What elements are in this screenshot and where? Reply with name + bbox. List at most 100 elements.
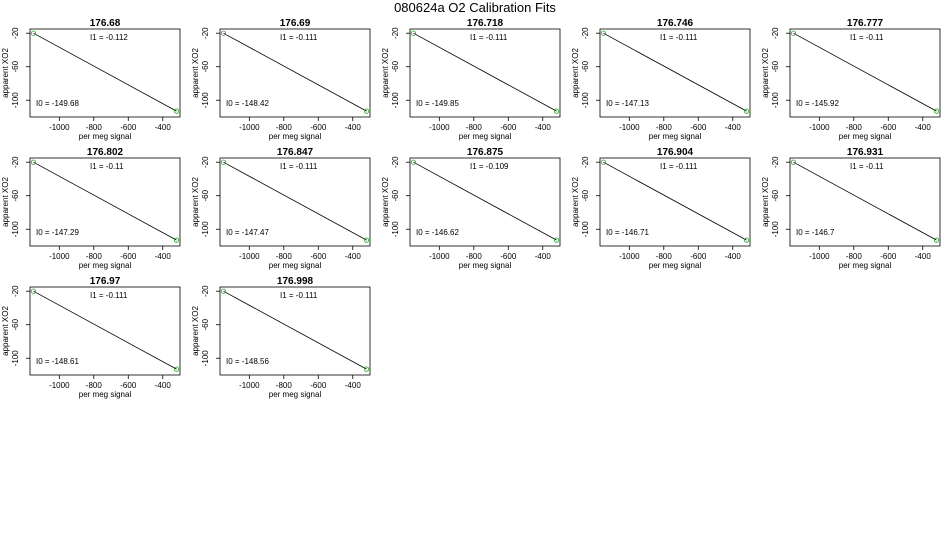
y-axis-label: apparent XO2 [1, 306, 10, 356]
fit-line [793, 161, 937, 241]
plot-frame [29, 286, 181, 376]
x-tick-label: -600 [500, 123, 517, 132]
fit-line [603, 32, 747, 112]
y-tick-label: -100 [201, 221, 210, 238]
data-point [220, 288, 227, 294]
fit-line [33, 32, 177, 112]
panel-grid: 176.68 -1000 -800 -600 -400 -20 -60 -100 per meg… [1, 18, 941, 399]
x-axis-label: per meg signal [269, 390, 322, 399]
y-tick-label: -60 [581, 189, 590, 201]
y-tick-label: -60 [201, 318, 210, 330]
plot-frame [219, 157, 371, 247]
x-tick-label: -400 [345, 252, 362, 261]
calibration-panel: 176.777 -1000 -800 -600 -400 -20 -60 -100 per me… [761, 18, 941, 141]
y-tick-label: -60 [771, 60, 780, 72]
fit-line [223, 290, 367, 370]
slope-annotation: I1 = -0.111 [660, 162, 698, 171]
x-tick-label: -1000 [239, 252, 260, 261]
intercept-annotation: I0 = -148.61 [36, 357, 79, 366]
y-axis-label: apparent XO2 [191, 306, 200, 356]
x-tick-label: -1000 [239, 381, 260, 390]
y-tick-label: -20 [11, 285, 20, 297]
y-axis-label: apparent XO2 [1, 48, 10, 98]
x-tick-label: -800 [466, 252, 483, 261]
plot-frame [409, 157, 561, 247]
fit-line [223, 161, 367, 241]
x-axis-label: per meg signal [269, 261, 322, 270]
y-axis-label: apparent XO2 [191, 48, 200, 98]
y-tick-label: -100 [391, 221, 400, 238]
calibration-panel: 176.69 -1000 -800 -600 -400 -20 -60 -100 per meg… [191, 18, 371, 141]
panel-title: 176.777 [847, 18, 884, 29]
intercept-annotation: I0 = -146.71 [606, 228, 649, 237]
intercept-annotation: I0 = -145.92 [796, 99, 839, 108]
data-point [30, 159, 37, 165]
x-tick-label: -800 [656, 123, 673, 132]
calibration-panel: 176.847 -1000 -800 -600 -400 -20 -60 -100 per me… [191, 147, 371, 270]
y-tick-label: -60 [11, 189, 20, 201]
calibration-panel: 176.931 -1000 -800 -600 -400 -20 -60 -100 per me… [761, 147, 941, 270]
x-tick-label: -1000 [429, 123, 450, 132]
plot-frame [789, 28, 941, 118]
panel-title: 176.904 [657, 147, 694, 158]
y-tick-label: -100 [581, 92, 590, 109]
x-axis-label: per meg signal [459, 132, 512, 141]
y-tick-label: -60 [201, 189, 210, 201]
x-tick-label: -1000 [429, 252, 450, 261]
intercept-annotation: I0 = -149.68 [36, 99, 79, 108]
intercept-annotation: I0 = -149.85 [416, 99, 459, 108]
slope-annotation: I1 = -0.112 [90, 33, 128, 42]
data-point [553, 237, 560, 243]
calibration-panel: 176.802 -1000 -800 -600 -400 -20 -60 -100 per me… [1, 147, 181, 270]
data-point [600, 159, 607, 165]
x-tick-label: -400 [725, 252, 742, 261]
x-axis-label: per meg signal [649, 132, 702, 141]
x-tick-label: -800 [86, 123, 103, 132]
x-tick-label: -600 [310, 123, 327, 132]
slope-annotation: I1 = -0.11 [850, 162, 884, 171]
x-tick-label: -400 [345, 381, 362, 390]
y-tick-label: -20 [771, 27, 780, 39]
slope-annotation: I1 = -0.111 [470, 33, 508, 42]
slope-annotation: I1 = -0.11 [850, 33, 884, 42]
data-point [220, 30, 227, 36]
x-tick-label: -600 [120, 123, 137, 132]
intercept-annotation: I0 = -146.62 [416, 228, 459, 237]
data-point [363, 366, 370, 372]
slope-annotation: I1 = -0.111 [280, 162, 318, 171]
x-tick-label: -800 [86, 381, 103, 390]
x-tick-label: -1000 [809, 252, 830, 261]
data-point [220, 159, 227, 165]
plot-frame [219, 28, 371, 118]
y-tick-label: -100 [581, 221, 590, 238]
x-tick-label: -800 [466, 123, 483, 132]
x-tick-label: -600 [310, 381, 327, 390]
calibration-panel: 176.97 -1000 -800 -600 -400 -20 -60 -100 per meg… [1, 276, 181, 399]
plot-frame [789, 157, 941, 247]
y-tick-label: -100 [11, 221, 20, 238]
y-tick-label: -20 [391, 27, 400, 39]
x-tick-label: -400 [725, 123, 742, 132]
x-axis-label: per meg signal [459, 261, 512, 270]
y-axis-label: apparent XO2 [761, 177, 770, 227]
x-tick-label: -600 [310, 252, 327, 261]
y-axis-label: apparent XO2 [1, 177, 10, 227]
x-tick-label: -800 [276, 252, 293, 261]
x-tick-label: -1000 [809, 123, 830, 132]
x-tick-label: -600 [880, 252, 897, 261]
data-point [933, 237, 940, 243]
plot-frame [29, 28, 181, 118]
y-tick-label: -100 [391, 92, 400, 109]
data-point [410, 159, 417, 165]
y-axis-label: apparent XO2 [191, 177, 200, 227]
y-tick-label: -20 [201, 27, 210, 39]
slope-annotation: I1 = -0.111 [90, 291, 128, 300]
x-axis-label: per meg signal [649, 261, 702, 270]
panel-title: 176.69 [280, 18, 311, 29]
plot-frame [29, 157, 181, 247]
panel-title: 176.931 [847, 147, 884, 158]
x-tick-label: -400 [155, 252, 172, 261]
intercept-annotation: I0 = -147.29 [36, 228, 79, 237]
x-axis-label: per meg signal [79, 261, 132, 270]
y-tick-label: -60 [201, 60, 210, 72]
